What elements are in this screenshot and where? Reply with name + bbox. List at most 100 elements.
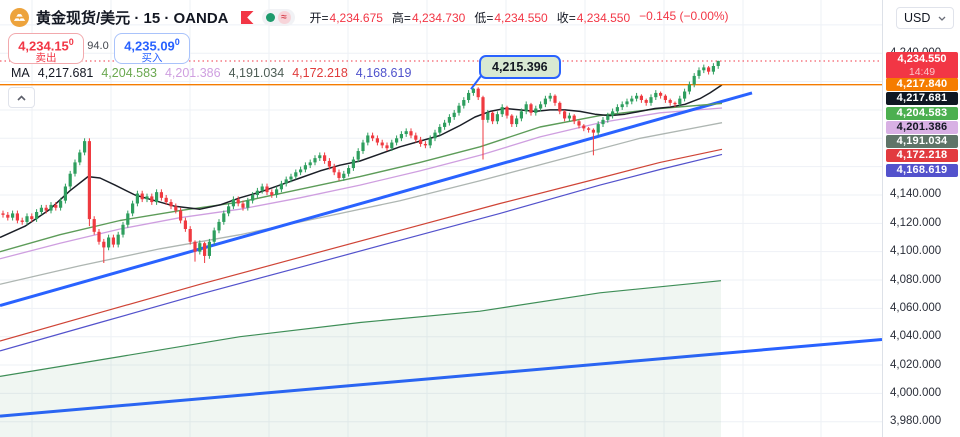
candle-body [323, 155, 327, 161]
trend-line-blue-upper [0, 91, 753, 307]
candle-body [49, 204, 53, 211]
candle-body [135, 193, 139, 204]
trend-line-blue-lower [0, 338, 882, 418]
candle-body [462, 100, 466, 106]
ma-value: 4,191.034 [228, 66, 285, 80]
candle-body [231, 199, 235, 207]
candle-body [145, 196, 149, 200]
candle-body [313, 158, 317, 163]
candle-body [707, 67, 711, 72]
candle-body [409, 131, 413, 136]
candle-body [97, 231, 101, 242]
candle-body [423, 143, 427, 146]
candlestick-chart-canvas[interactable] [0, 0, 882, 437]
ma-value: 4,168.619 [355, 66, 412, 80]
candle-body [212, 230, 216, 242]
candle-body [337, 172, 341, 178]
candle-body [179, 210, 183, 221]
candle-body [505, 107, 509, 116]
candle-body [169, 202, 173, 207]
symbol-title[interactable]: 黄金现货/美元 · 15 · OANDA [36, 9, 229, 27]
candle-body [155, 192, 159, 203]
candle-body [606, 115, 610, 120]
candle-body [255, 190, 259, 195]
candle-body [1, 213, 5, 215]
band-green [0, 280, 722, 377]
axis-price-label: 4,020.000 [890, 358, 942, 371]
current-price-badge: 4,234.550 14:49 [886, 51, 958, 79]
candle-body [294, 172, 298, 177]
candle-body [116, 234, 120, 245]
candle-body [635, 95, 639, 99]
candle-body [265, 186, 269, 193]
market-status-pill[interactable]: ≈ [261, 8, 295, 26]
indicator-price-badge: 4,217.681 [886, 92, 958, 106]
candle-body [433, 132, 437, 139]
candle-body [414, 135, 418, 140]
candle-body [697, 70, 701, 76]
ma-value: 4,217.681 [37, 66, 94, 80]
candle-body [289, 176, 293, 180]
candle-body [198, 243, 202, 252]
candle-body [375, 138, 379, 143]
ma-value: 4,204.583 [101, 66, 157, 80]
candle-body [481, 97, 485, 120]
candle-body [563, 111, 567, 119]
candle-body [20, 220, 24, 222]
market-open-dot-icon [265, 12, 275, 22]
price-callout[interactable]: 4,215.396 [479, 55, 561, 79]
candle-body [591, 129, 595, 133]
price-scale[interactable]: 4,240.0004,140.0004,120.0004,100.0004,08… [882, 0, 960, 437]
candle-body [654, 92, 658, 98]
ma-violet-4201 [0, 107, 723, 260]
candle-body [164, 197, 168, 203]
candle-body [428, 138, 432, 146]
candle-body [361, 142, 365, 152]
ma-value: 4,172.218 [292, 66, 348, 80]
candle-body [548, 95, 552, 99]
candle-body [35, 211, 39, 220]
axis-price-label: 4,140.000 [890, 188, 942, 201]
candle-body [419, 139, 423, 144]
candle-body [702, 67, 706, 71]
candle-body [102, 241, 106, 248]
indicator-price-badge: 4,168.619 [886, 163, 958, 177]
candle-body [54, 204, 58, 208]
candle-body [44, 207, 48, 211]
candle-body [11, 213, 15, 218]
indicator-price-badge: 4,204.583 [886, 106, 958, 120]
candle-body [500, 107, 504, 115]
candle-body [107, 237, 111, 248]
candle-body [270, 192, 274, 195]
candle-body [25, 216, 29, 222]
candle-body [519, 111, 523, 119]
candle-body [92, 219, 96, 232]
ma-indicator-legend[interactable]: MA 4,217.681 4,204.583 4,201.386 4,191.034 4,… [11, 66, 419, 80]
candlestick-style-icon[interactable] [240, 10, 255, 25]
buy-button[interactable]: 4,235.090 买入 [114, 33, 190, 64]
sell-button[interactable]: 4,234.150 卖出 [8, 33, 84, 64]
candle-body [203, 243, 207, 256]
candle-body [678, 98, 682, 105]
candle-body [150, 196, 154, 203]
indicator-price-badge: 4,201.386 [886, 120, 958, 134]
candle-body [447, 117, 451, 123]
candle-body [351, 159, 355, 169]
candle-body [582, 125, 586, 129]
candle-body [476, 88, 480, 98]
candle-body [327, 160, 331, 167]
currency-select[interactable]: USD [896, 7, 954, 29]
candle-body [553, 95, 557, 103]
candle-body [366, 135, 370, 143]
collapse-indicators-button[interactable] [8, 87, 35, 108]
price-change: −0.145 (−0.00%) [639, 8, 729, 23]
candle-body [342, 173, 346, 178]
candle-body [692, 75, 696, 85]
candle-body [668, 100, 672, 103]
candle-body [371, 135, 375, 139]
candle-body [217, 221, 221, 231]
chevron-up-icon [17, 94, 26, 101]
candle-body [611, 111, 615, 116]
candle-body [716, 60, 720, 67]
candle-body [78, 152, 82, 163]
